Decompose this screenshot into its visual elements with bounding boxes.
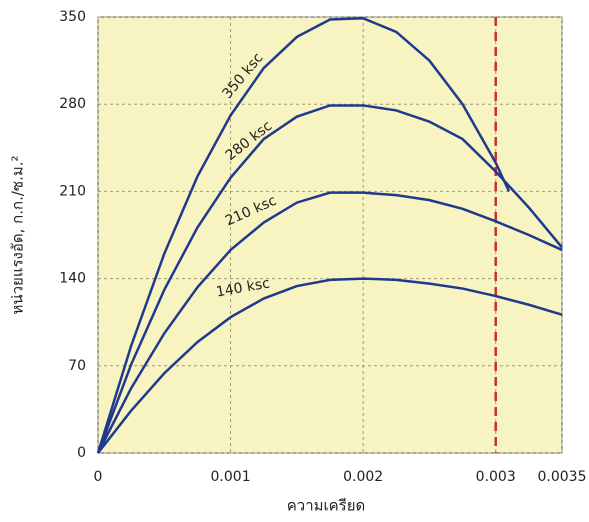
x-tick-label: 0 <box>94 469 103 485</box>
y-tick-label: 0 <box>77 445 86 461</box>
y-tick-label: 70 <box>68 358 86 374</box>
plot-area <box>97 16 563 454</box>
curve <box>96 191 563 454</box>
y-tick-label: 280 <box>59 96 86 112</box>
x-tick-label: 0.001 <box>211 469 251 485</box>
y-tick-label: 210 <box>59 183 86 199</box>
curve <box>97 277 563 454</box>
y-axis-label: หน่วยแรงอัด, ก.ก./ซ.ม.² <box>9 155 27 314</box>
curve <box>96 104 563 454</box>
curve <box>96 16 511 454</box>
x-tick-label: 0.0035 <box>538 469 587 485</box>
x-tick-label: 0.002 <box>343 469 383 485</box>
y-tick-label: 350 <box>59 9 86 25</box>
x-tick-label: 0.003 <box>476 469 516 485</box>
x-axis-label: ความเครียด <box>287 497 366 515</box>
y-tick-label: 140 <box>59 271 86 287</box>
